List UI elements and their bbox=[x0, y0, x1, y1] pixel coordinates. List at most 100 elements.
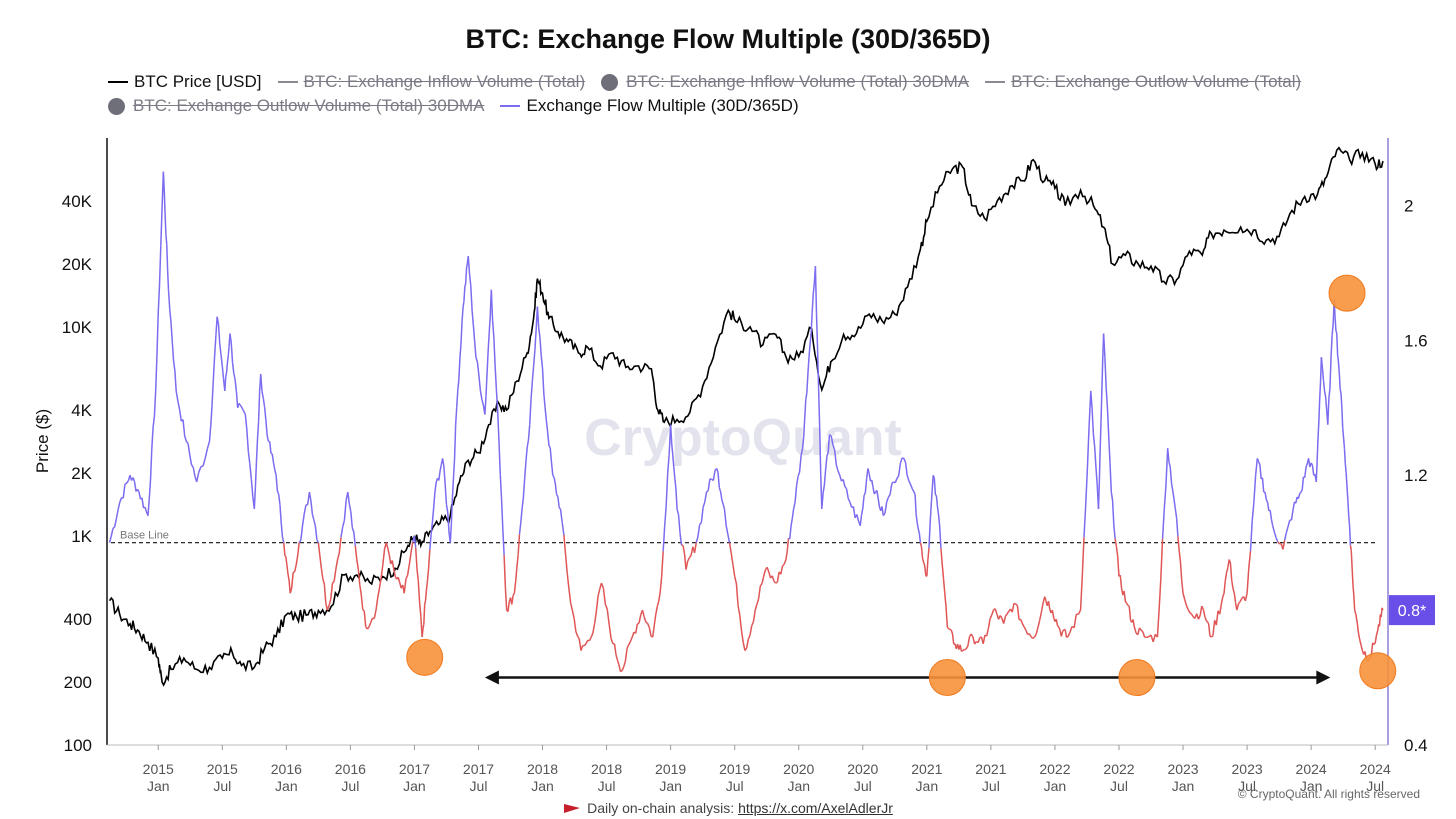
flow-multiple-segment bbox=[1347, 515, 1351, 526]
flow-multiple-segment bbox=[1093, 446, 1097, 468]
flow-multiple-segment bbox=[679, 533, 683, 546]
chart-canvas[interactable]: CryptoQuant 100 200 400 1K 2K 4K 10K 20K 40K 0.4 1.… bbox=[0, 0, 1456, 800]
flow-multiple-segment bbox=[1004, 613, 1008, 617]
flow-multiple-segment bbox=[659, 576, 663, 593]
flow-multiple-segment bbox=[634, 623, 639, 634]
flow-multiple-segment bbox=[224, 377, 227, 391]
flow-multiple-segment bbox=[323, 584, 327, 604]
flow-multiple-segment bbox=[982, 634, 986, 644]
x-tick-month: Jan bbox=[147, 778, 170, 794]
flow-multiple-segment bbox=[663, 506, 667, 527]
flow-multiple-segment bbox=[628, 641, 632, 645]
flow-multiple-segment bbox=[790, 518, 794, 526]
flow-multiple-segment bbox=[1113, 525, 1116, 540]
legend-label: BTC Price [USD] bbox=[134, 72, 262, 91]
flow-multiple-segment bbox=[132, 477, 136, 483]
flow-multiple-segment bbox=[160, 207, 163, 246]
flow-multiple-segment bbox=[543, 393, 546, 408]
flow-multiple-segment bbox=[1083, 505, 1087, 538]
flow-multiple-segment bbox=[1320, 357, 1324, 369]
flow-multiple-segment bbox=[1056, 625, 1060, 628]
flow-multiple-segment bbox=[500, 498, 504, 530]
flow-multiple-segment bbox=[498, 441, 502, 475]
legend-item-outflow[interactable]: BTC: Exchange Outlow Volume (Total) bbox=[985, 70, 1301, 94]
flow-multiple-segment bbox=[1342, 437, 1346, 449]
flow-multiple-segment bbox=[921, 558, 925, 563]
legend-item-outflow-30dma[interactable]: BTC: Exchange Outlow Volume (Total) 30DM… bbox=[108, 94, 484, 118]
flow-multiple-segment bbox=[626, 644, 630, 649]
flow-multiple-segment bbox=[473, 341, 477, 358]
flow-multiple-segment bbox=[999, 615, 1003, 619]
flow-multiple-segment bbox=[797, 471, 801, 477]
flow-multiple-segment bbox=[1228, 559, 1232, 564]
flow-multiple-segment bbox=[539, 337, 543, 357]
watermark-text: CryptoQuant bbox=[584, 409, 902, 467]
flow-multiple-segment bbox=[1345, 472, 1348, 487]
flow-multiple-segment bbox=[656, 601, 660, 608]
flow-multiple-segment bbox=[1023, 626, 1027, 631]
flow-multiple-segment bbox=[1324, 396, 1328, 411]
flow-multiple-segment bbox=[1290, 508, 1294, 521]
legend-item-inflow[interactable]: BTC: Exchange Inflow Volume (Total) bbox=[277, 70, 585, 94]
flow-multiple-segment bbox=[1170, 482, 1174, 492]
flow-multiple-segment bbox=[1161, 509, 1166, 539]
flow-multiple-segment bbox=[1064, 629, 1068, 638]
flow-multiple-segment bbox=[1270, 519, 1274, 526]
flow-multiple-segment bbox=[1269, 510, 1273, 520]
flow-multiple-segment bbox=[1092, 433, 1096, 447]
flow-multiple-segment bbox=[719, 491, 723, 501]
flow-multiple-segment bbox=[837, 470, 841, 476]
flow-multiple-segment bbox=[1110, 491, 1114, 501]
flow-multiple-segment bbox=[414, 547, 418, 570]
flow-multiple-segment bbox=[225, 362, 229, 373]
x-tick-month: Jan bbox=[916, 778, 939, 794]
flow-multiple-segment bbox=[744, 647, 748, 651]
flow-multiple-segment bbox=[786, 538, 790, 552]
flow-multiple-segment bbox=[805, 392, 808, 400]
flow-multiple-segment bbox=[300, 525, 304, 540]
flow-multiple-segment bbox=[829, 434, 832, 437]
flow-multiple-segment bbox=[366, 626, 370, 630]
flow-multiple-segment bbox=[126, 480, 129, 484]
x-tick-year: 2023 bbox=[1167, 761, 1198, 777]
flow-multiple-segment bbox=[1189, 612, 1193, 615]
flow-multiple-segment bbox=[479, 390, 483, 400]
flow-multiple-segment bbox=[461, 306, 464, 322]
flow-multiple-segment bbox=[1184, 599, 1188, 606]
flow-multiple-segment bbox=[190, 464, 194, 468]
flow-multiple-segment bbox=[164, 213, 167, 235]
flow-multiple-segment bbox=[716, 468, 719, 473]
legend-item-flow-multiple[interactable]: Exchange Flow Multiple (30D/365D) bbox=[500, 94, 799, 118]
x-tick-month: Jan bbox=[1172, 778, 1195, 794]
flow-multiple-segment bbox=[277, 494, 281, 505]
flow-multiple-segment bbox=[216, 316, 220, 324]
flow-multiple-segment bbox=[511, 595, 514, 605]
flow-multiple-segment bbox=[1334, 316, 1337, 331]
flow-multiple-segment bbox=[987, 618, 991, 629]
legend-item-btc-price[interactable]: BTC Price [USD] bbox=[108, 70, 262, 94]
flow-multiple-segment bbox=[665, 473, 669, 507]
flow-multiple-segment bbox=[274, 469, 277, 476]
flow-multiple-segment bbox=[149, 448, 153, 480]
flow-multiple-segment bbox=[227, 346, 230, 356]
flow-multiple-segment bbox=[929, 506, 932, 526]
flow-multiple-segment bbox=[1292, 501, 1296, 510]
flow-multiple-segment bbox=[485, 374, 488, 397]
flow-multiple-segment bbox=[356, 559, 360, 570]
flow-multiple-segment bbox=[272, 462, 276, 471]
flow-multiple-segment bbox=[166, 270, 170, 290]
legend-item-inflow-30dma[interactable]: BTC: Exchange Inflow Volume (Total) 30DM… bbox=[601, 70, 969, 94]
flow-multiple-segment bbox=[1006, 610, 1010, 615]
flow-multiple-segment bbox=[526, 439, 530, 448]
flow-multiple-segment bbox=[527, 424, 531, 441]
flow-multiple-segment bbox=[418, 601, 422, 617]
flow-multiple-segment bbox=[629, 636, 633, 642]
flow-multiple-segment bbox=[1177, 536, 1180, 551]
flow-multiple-segment bbox=[1152, 634, 1157, 643]
flow-multiple-segment bbox=[660, 551, 664, 577]
flow-multiple-segment bbox=[1091, 408, 1095, 434]
flow-multiple-segment bbox=[856, 514, 860, 522]
flow-multiple-segment bbox=[124, 482, 128, 485]
footer-link[interactable]: https://x.com/AxelAdlerJr bbox=[738, 800, 893, 816]
flow-multiple-segment bbox=[740, 630, 744, 643]
